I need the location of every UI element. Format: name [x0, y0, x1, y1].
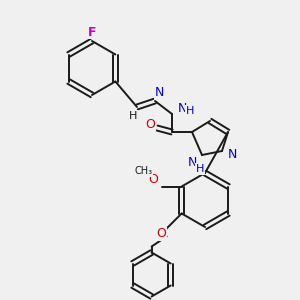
Text: N: N — [227, 148, 237, 161]
Text: H: H — [196, 164, 204, 174]
Text: N: N — [177, 103, 187, 116]
Text: H: H — [129, 111, 137, 121]
Text: O: O — [149, 173, 159, 186]
Text: N: N — [187, 157, 197, 169]
Text: H: H — [186, 106, 194, 116]
Text: O: O — [145, 118, 155, 130]
Text: F: F — [88, 26, 96, 38]
Text: CH₃: CH₃ — [135, 167, 153, 176]
Text: O: O — [157, 227, 166, 240]
Text: N: N — [154, 86, 164, 100]
